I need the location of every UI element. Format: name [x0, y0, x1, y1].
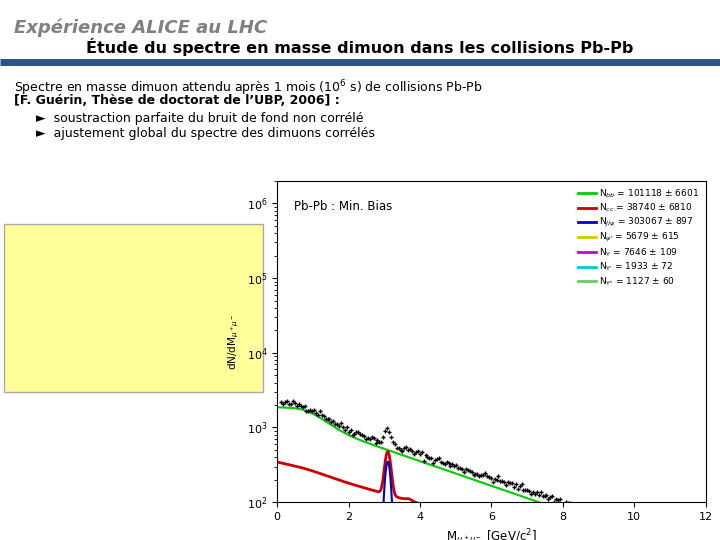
Y-axis label: dN/dM$_{\mu^+\mu^-}$: dN/dM$_{\mu^+\mu^-}$	[227, 313, 241, 370]
Text: [F. Guérin, Thèse de doctorat de l’UBP, 2006] :: [F. Guérin, Thèse de doctorat de l’UBP, …	[14, 94, 340, 107]
Text: ■ Statistique permettant
d’étudier la famille du Υ: ■ Statistique permettant d’étudier la fa…	[18, 316, 186, 347]
Text: ►  soustraction parfaite du bruit de fond non corrélé: ► soustraction parfaite du bruit de fond…	[36, 112, 364, 125]
Text: ■ Grande statistique
pour les hadrons beaux
et le J/ψ: ■ Grande statistique pour les hadrons be…	[18, 235, 174, 284]
Text: Expérience ALICE au LHC: Expérience ALICE au LHC	[14, 19, 268, 37]
Legend: N$_{bb}$ = 101118 ± 6601, N$_{cc}$ = 38740 ± 6810, N$_{J/\psi}$ = 303067 ± 897, : N$_{bb}$ = 101118 ± 6601, N$_{cc}$ = 387…	[576, 185, 701, 289]
Text: Pb-Pb : Min. Bias: Pb-Pb : Min. Bias	[294, 200, 392, 213]
X-axis label: M$_{\mu^+\mu^-}$ [GeV/c$^2$]: M$_{\mu^+\mu^-}$ [GeV/c$^2$]	[446, 528, 537, 540]
Text: ►  ajustement global du spectre des dimuons corrélés: ► ajustement global du spectre des dimuo…	[36, 127, 375, 140]
Text: Étude du spectre en masse dimuon dans les collisions Pb-Pb: Étude du spectre en masse dimuon dans le…	[86, 38, 634, 56]
Text: Spectre en masse dimuon attendu après 1 mois (10$^{6}$ s) de collisions Pb-Pb: Spectre en masse dimuon attendu après 1 …	[14, 78, 482, 98]
FancyBboxPatch shape	[4, 224, 263, 392]
